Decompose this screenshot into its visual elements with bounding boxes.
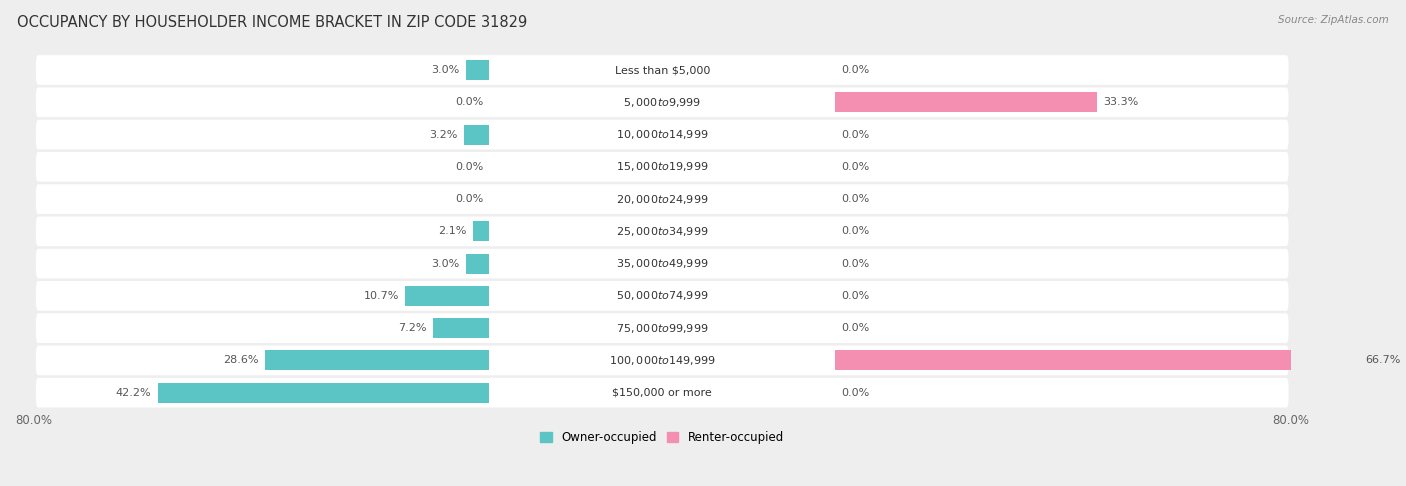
FancyBboxPatch shape (37, 120, 1288, 149)
Bar (264, 350, 489, 370)
Text: Source: ZipAtlas.com: Source: ZipAtlas.com (1278, 15, 1389, 25)
Text: 42.2%: 42.2% (115, 388, 152, 398)
Text: 0.0%: 0.0% (454, 162, 484, 172)
FancyBboxPatch shape (37, 378, 1288, 408)
Bar (465, 60, 489, 80)
FancyBboxPatch shape (37, 55, 1288, 85)
Text: $20,000 to $24,999: $20,000 to $24,999 (616, 192, 709, 206)
Text: 0.0%: 0.0% (841, 130, 870, 139)
Legend: Owner-occupied, Renter-occupied: Owner-occupied, Renter-occupied (536, 427, 789, 449)
Bar (464, 124, 489, 144)
Text: 0.0%: 0.0% (841, 162, 870, 172)
Text: $5,000 to $9,999: $5,000 to $9,999 (623, 96, 702, 109)
Text: OCCUPANCY BY HOUSEHOLDER INCOME BRACKET IN ZIP CODE 31829: OCCUPANCY BY HOUSEHOLDER INCOME BRACKET … (17, 15, 527, 30)
Text: 0.0%: 0.0% (841, 65, 870, 75)
Text: 0.0%: 0.0% (841, 226, 870, 236)
Text: 10.7%: 10.7% (364, 291, 399, 301)
Text: 33.3%: 33.3% (1104, 97, 1139, 107)
FancyBboxPatch shape (37, 216, 1288, 246)
Bar (835, 350, 1360, 370)
Text: $50,000 to $74,999: $50,000 to $74,999 (616, 289, 709, 302)
Text: Less than $5,000: Less than $5,000 (614, 65, 710, 75)
Text: 2.1%: 2.1% (439, 226, 467, 236)
Bar (157, 382, 489, 403)
Text: 3.0%: 3.0% (432, 259, 460, 269)
Bar (405, 286, 489, 306)
FancyBboxPatch shape (37, 281, 1288, 311)
FancyBboxPatch shape (37, 152, 1288, 182)
Text: $150,000 or more: $150,000 or more (613, 388, 711, 398)
Text: $15,000 to $19,999: $15,000 to $19,999 (616, 160, 709, 174)
FancyBboxPatch shape (37, 184, 1288, 214)
Bar (835, 92, 1097, 112)
Text: 66.7%: 66.7% (1365, 355, 1400, 365)
FancyBboxPatch shape (37, 87, 1288, 117)
Text: 0.0%: 0.0% (841, 388, 870, 398)
Bar (433, 318, 489, 338)
FancyBboxPatch shape (37, 249, 1288, 278)
Text: $10,000 to $14,999: $10,000 to $14,999 (616, 128, 709, 141)
Text: 0.0%: 0.0% (454, 194, 484, 204)
Bar (472, 221, 489, 242)
Text: 0.0%: 0.0% (841, 291, 870, 301)
Text: 0.0%: 0.0% (841, 323, 870, 333)
Text: 0.0%: 0.0% (454, 97, 484, 107)
Text: 3.0%: 3.0% (432, 65, 460, 75)
FancyBboxPatch shape (37, 346, 1288, 375)
Text: $100,000 to $149,999: $100,000 to $149,999 (609, 354, 716, 367)
Text: 28.6%: 28.6% (222, 355, 259, 365)
Text: $35,000 to $49,999: $35,000 to $49,999 (616, 257, 709, 270)
Bar (465, 254, 489, 274)
Text: 0.0%: 0.0% (841, 259, 870, 269)
Text: 3.2%: 3.2% (429, 130, 458, 139)
Text: 0.0%: 0.0% (841, 194, 870, 204)
Text: $75,000 to $99,999: $75,000 to $99,999 (616, 322, 709, 335)
Text: 7.2%: 7.2% (398, 323, 426, 333)
FancyBboxPatch shape (37, 313, 1288, 343)
Text: $25,000 to $34,999: $25,000 to $34,999 (616, 225, 709, 238)
